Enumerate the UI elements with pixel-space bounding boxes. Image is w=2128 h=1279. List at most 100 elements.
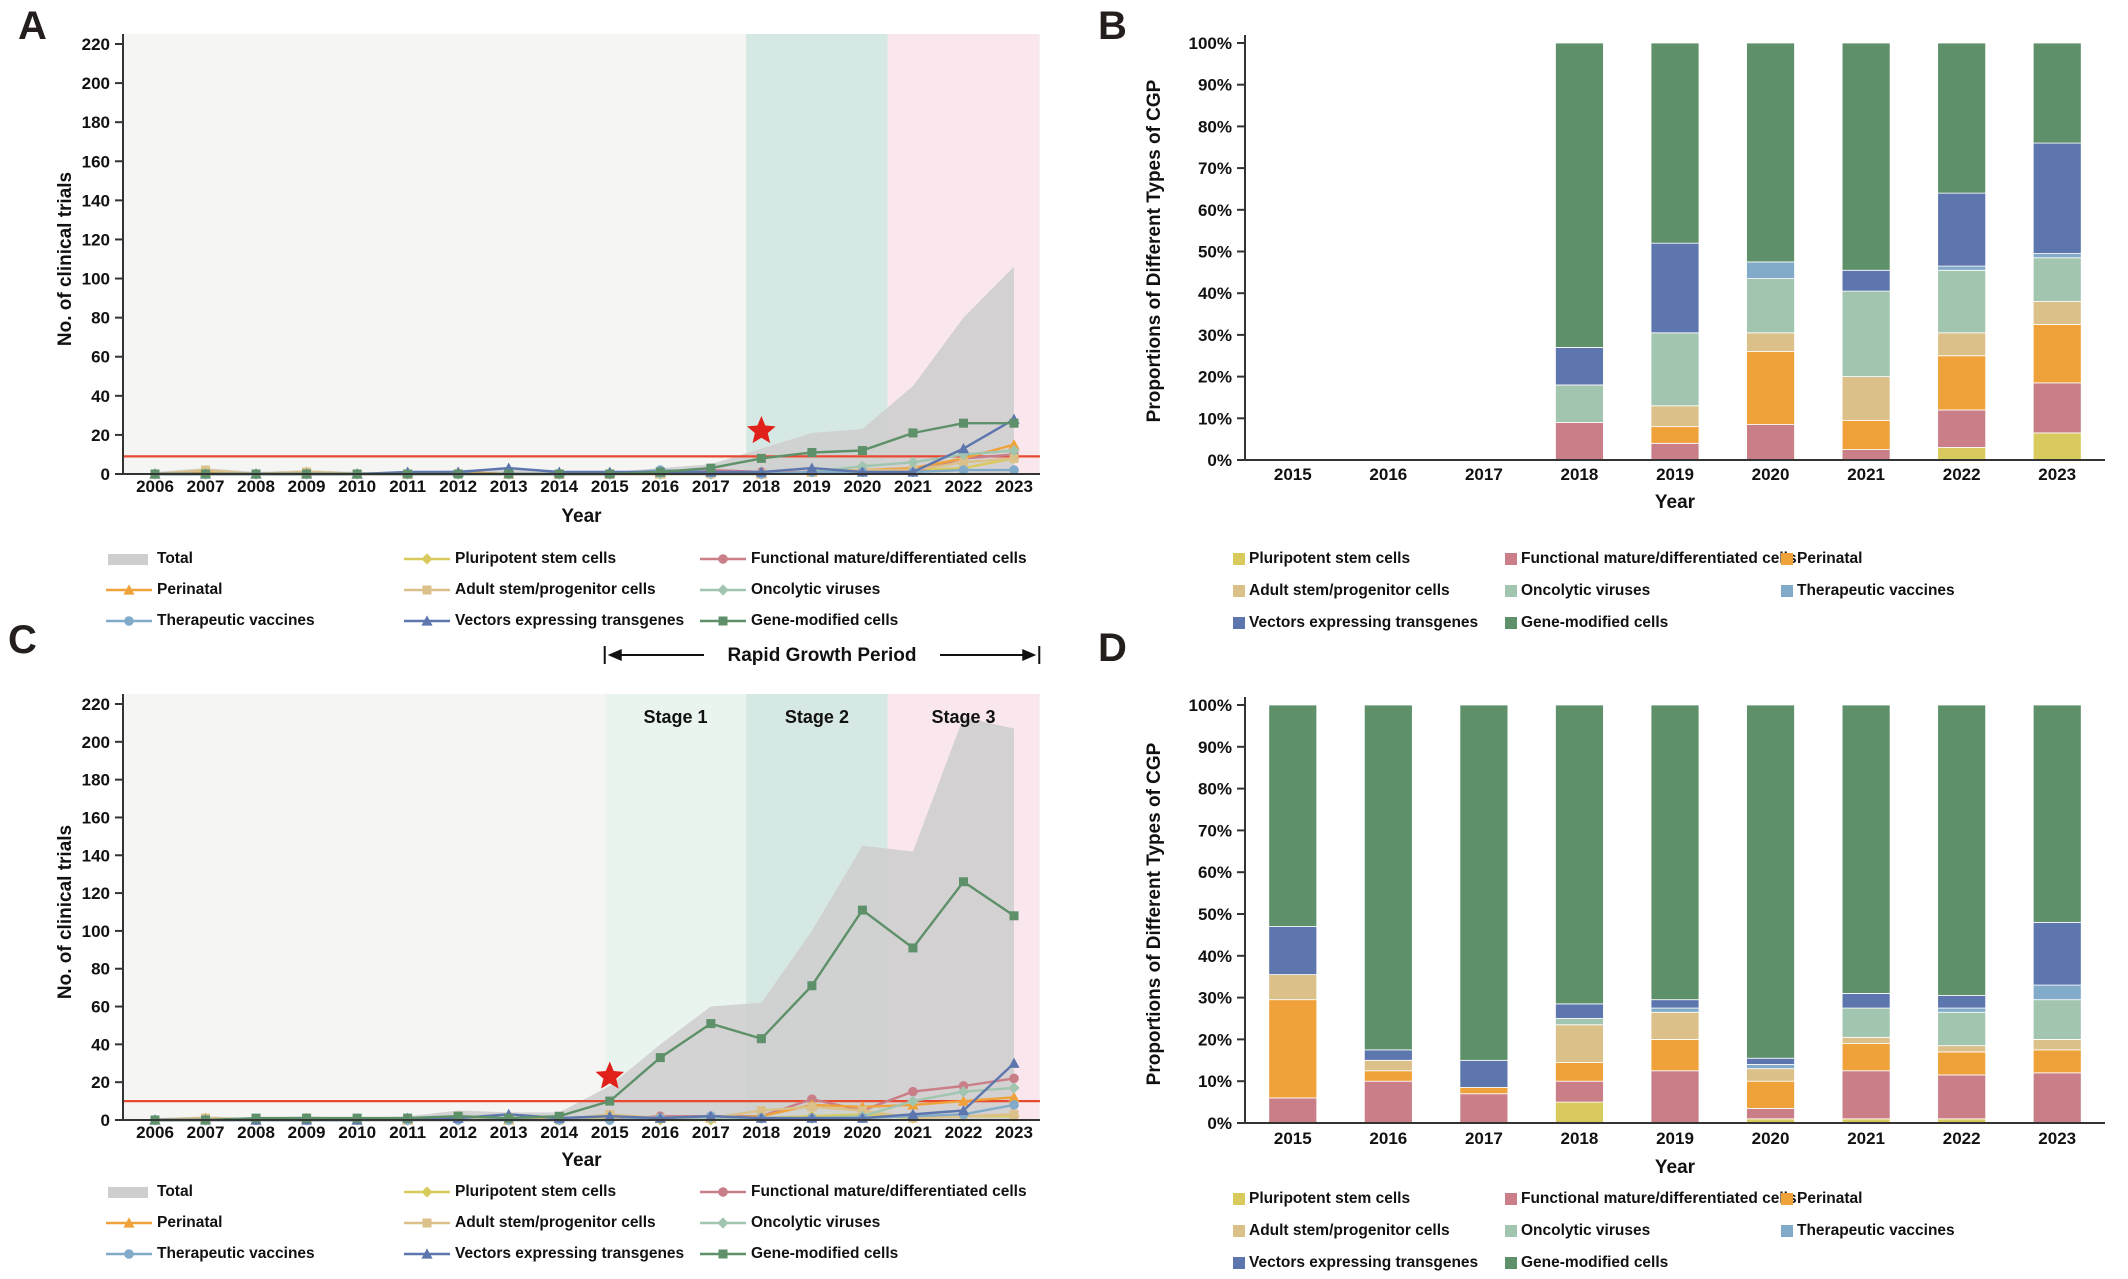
y-tick-label: 70% <box>1198 159 1232 178</box>
x-tick-label: 2016 <box>641 477 679 496</box>
y-tick-label: 80 <box>91 309 110 328</box>
legend-label-adult: Adult stem/progenitor cells <box>1249 1222 1450 1239</box>
legend-swatch-perinatal-icon <box>105 1215 153 1231</box>
bar-segment-functional <box>1459 1093 1509 1124</box>
x-tick-label: 2021 <box>1847 1129 1885 1148</box>
x-tick-label: 2007 <box>187 477 225 496</box>
legend-item-therapeutic: Therapeutic vaccines <box>1781 575 1955 607</box>
stacked-bar-2021 <box>1841 704 1891 1124</box>
arrowhead-left-icon <box>607 649 622 661</box>
stage-label-1: Stage 1 <box>643 707 707 727</box>
rapid-growth-annotation <box>603 646 1041 664</box>
bar-segment-gene <box>1650 704 1700 1001</box>
y-tick-label: 20 <box>91 1073 110 1092</box>
y-tick-label: 90% <box>1198 738 1232 757</box>
x-tick-label: 2020 <box>844 477 882 496</box>
x-tick-label: 2012 <box>439 1123 477 1142</box>
legend-item-therapeutic: Therapeutic vaccines <box>105 1238 403 1269</box>
legend-swatch-adult-icon <box>1233 1225 1245 1237</box>
y-tick-label: 90% <box>1198 76 1232 95</box>
bar-segment-perinatal <box>1555 1061 1604 1082</box>
bar-segment-perinatal <box>2032 1049 2082 1074</box>
panel-d-label: D <box>1098 626 1127 670</box>
x-axis-title: Year <box>1655 1157 1696 1178</box>
legend-item-gene: Gene-modified cells <box>1505 1247 1781 1279</box>
legend-label-vectors: Vectors expressing transgenes <box>1249 1254 1479 1271</box>
bar-segment-pluripotent <box>2032 432 2082 461</box>
bar-segment-pluripotent <box>1555 1101 1604 1124</box>
bar-segment-gene <box>1363 704 1413 1051</box>
legend-swatch-vectors-icon <box>1233 617 1245 629</box>
bar-segment-adult <box>2032 301 2082 325</box>
bar-segment-perinatal <box>1650 426 1700 444</box>
legend-swatch-pluripotent-icon <box>1233 553 1245 565</box>
legend-label-oncolytic: Oncolytic viruses <box>751 1213 881 1231</box>
x-tick-label: 2017 <box>692 1123 730 1142</box>
y-tick-label: 60 <box>91 348 110 367</box>
y-tick-label: 80 <box>91 960 110 979</box>
y-tick-label: 40 <box>91 1035 110 1054</box>
panel-d-legend: Pluripotent stem cells Functional mature/… <box>1233 1183 1955 1279</box>
red-star-marker <box>595 1061 624 1089</box>
bar-segment-vectors <box>1650 999 1700 1009</box>
x-tick-label: 2016 <box>1369 465 1407 484</box>
legend-swatch-oncolytic-icon <box>1505 1225 1517 1237</box>
y-tick-label: 20% <box>1198 368 1232 387</box>
bar-segment-gene <box>1555 42 1604 348</box>
red-star-marker <box>747 416 776 444</box>
bar-segment-oncolytic <box>2032 999 2082 1040</box>
bar-segment-oncolytic <box>1937 1011 1987 1047</box>
bar-segment-vectors <box>1459 1059 1509 1088</box>
legend-label-gene: Gene-modified cells <box>1521 1254 1669 1271</box>
x-tick-label: 2013 <box>490 1123 528 1142</box>
total-area-series <box>155 717 1015 1120</box>
bar-segment-vectors <box>1650 242 1700 334</box>
y-tick-label: 200 <box>82 733 110 752</box>
axes <box>115 34 1040 475</box>
legend-label-perinatal: Perinatal <box>157 580 223 598</box>
legend-item-adult: Adult stem/progenitor cells <box>403 574 699 605</box>
legend-label-oncolytic: Oncolytic viruses <box>1521 582 1651 599</box>
y-tick-label: 120 <box>82 230 110 249</box>
panel-b-legend: Pluripotent stem cells Functional mature/… <box>1233 543 1955 639</box>
bar-segment-adult <box>1937 1045 1987 1053</box>
legend-label-adult: Adult stem/progenitor cells <box>1249 582 1450 599</box>
bar-segment-pluripotent <box>1937 447 1987 461</box>
legend-swatch-pluripotent-icon <box>403 1184 451 1200</box>
bar-segment-gene <box>1841 42 1891 271</box>
bar-segment-vectors <box>2032 142 2082 254</box>
x-tick-label: 2022 <box>1943 1129 1981 1148</box>
y-tick-label: 20% <box>1198 1030 1232 1049</box>
legend-label-oncolytic: Oncolytic viruses <box>751 580 881 598</box>
bar-segment-oncolytic <box>1555 384 1604 423</box>
legend-swatch-oncolytic-icon <box>699 1215 747 1231</box>
total-area-series <box>155 266 1015 474</box>
y-tick-label: 140 <box>82 191 110 210</box>
bar-segment-gene <box>1459 704 1509 1061</box>
legend-item-pluripotent: Pluripotent stem cells <box>1233 1183 1505 1215</box>
bar-segment-oncolytic <box>1746 278 1795 334</box>
legend-swatch-functional-icon <box>1505 1193 1517 1205</box>
x-tick-label: 2018 <box>1561 465 1599 484</box>
legend-item-oncolytic: Oncolytic viruses <box>699 574 1027 605</box>
y-tick-label: 30% <box>1198 989 1232 1008</box>
y-tick-label: 0 <box>101 1111 110 1130</box>
panel-b-label: B <box>1098 4 1127 48</box>
legend-item-gene: Gene-modified cells <box>1505 607 1781 639</box>
x-axis-title: Year <box>1655 492 1696 513</box>
bar-segment-vectors <box>2032 921 2082 986</box>
legend-item-total: Total <box>105 543 403 574</box>
y-tick-label: 60% <box>1198 201 1232 220</box>
stacked-bar-2019 <box>1650 704 1700 1124</box>
legend-swatch-adult-icon <box>403 582 451 598</box>
legend-item-adult: Adult stem/progenitor cells <box>1233 1215 1505 1247</box>
legend-swatch-functional-icon <box>699 551 747 567</box>
y-tick-label: 0% <box>1207 1114 1232 1133</box>
bar-segment-functional <box>1363 1080 1413 1124</box>
stacked-bar-2019 <box>1650 42 1700 461</box>
x-tick-label: 2019 <box>1656 465 1694 484</box>
x-tick-label: 2017 <box>692 477 730 496</box>
stacked-bar-2016 <box>1363 704 1413 1124</box>
bar-segment-functional <box>1746 1107 1795 1120</box>
bar-segment-adult <box>1555 1024 1604 1063</box>
